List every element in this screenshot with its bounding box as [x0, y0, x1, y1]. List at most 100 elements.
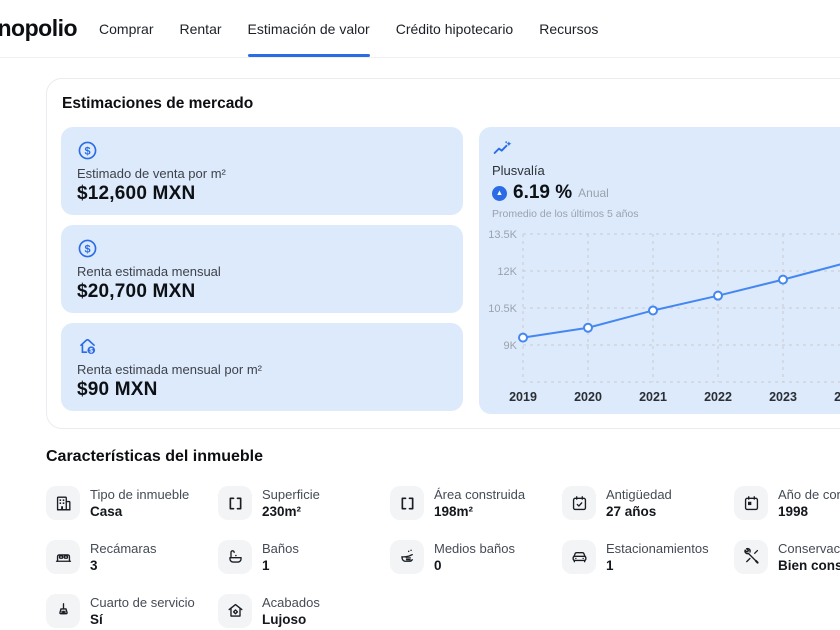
- plusvalia-line-chart: 9K 10.5K 12K 13.5K 2019 2020 2021 2022 2023 2024: [489, 229, 840, 404]
- market-estimations-title: Estimaciones de mercado: [62, 95, 254, 112]
- feature-label: Estacionamientos: [606, 540, 709, 556]
- feature-label: Antigüedad: [606, 487, 672, 502]
- nav-item-rentar[interactable]: Rentar: [179, 20, 222, 37]
- top-navigation-bar: monopolio Comprar Rentar Estimación de val…: [0, 0, 840, 58]
- nav-item-cr-dito-hipotecario[interactable]: Crédito hipotecario: [395, 20, 514, 37]
- market-estimations-card: Estimaciones de mercado $ Estimado de ven…: [46, 78, 840, 429]
- svg-text:$: $: [84, 145, 90, 157]
- stat-label: Renta estimada mensual: [77, 264, 221, 279]
- feature-item: Área construida 198m²: [390, 486, 562, 521]
- svg-text:2019: 2019: [509, 390, 537, 404]
- feature-label: Año de construcción: [778, 487, 840, 502]
- plusvalia-header: Plusvalía ▲ 6.19 % Anual Promedio de los…: [492, 139, 840, 220]
- svg-text:2021: 2021: [639, 390, 667, 404]
- svg-text:$: $: [84, 243, 90, 255]
- nav-item-comprar[interactable]: Comprar: [99, 20, 154, 37]
- feature-text: Conservación Bien conservado: [778, 540, 840, 575]
- plusvalia-value-row: ▲ 6.19 % Anual: [492, 182, 840, 204]
- broom-icon: [46, 593, 80, 628]
- dollar-circle-icon: $: [77, 140, 98, 161]
- feature-value: Lujoso: [262, 611, 307, 627]
- property-features-title: Características del inmueble: [46, 448, 263, 465]
- svg-text:9K: 9K: [504, 340, 518, 352]
- market-body: $ Estimado de venta por m² $12,600 MXN $ Ren…: [61, 127, 840, 414]
- feature-text: Cuarto de servicio Sí: [90, 594, 195, 629]
- stat-cards-column: $ Estimado de venta por m² $12,600 MXN $ Ren…: [61, 127, 463, 414]
- stat-card: $ Renta estimada mensual por m² $90 MXN: [61, 323, 463, 411]
- feature-label: Conservación: [778, 540, 840, 556]
- feature-text: Estacionamientos 1: [606, 540, 709, 575]
- feature-label: Acabados: [262, 594, 320, 610]
- feature-item: Cuarto de servicio Sí: [46, 593, 218, 629]
- feature-value: 0: [434, 558, 442, 574]
- stat-label: Renta estimada mensual por m²: [77, 362, 262, 377]
- feature-value: 27 años: [606, 504, 657, 520]
- arrow-up-icon: ▲: [492, 185, 507, 201]
- feature-text: Medios baños 0: [434, 540, 515, 575]
- svg-text:13.5K: 13.5K: [489, 229, 518, 241]
- calendar-check-icon: [562, 486, 596, 520]
- feature-label: Área construida: [434, 487, 526, 502]
- svg-text:$: $: [90, 347, 94, 354]
- feature-item: Estacionamientos 1: [562, 539, 734, 575]
- feature-value: 230m²: [262, 504, 302, 520]
- plusvalia-subtitle: Promedio de los últimos 5 años: [492, 208, 639, 220]
- stat-value: $20,700 MXN: [77, 281, 196, 302]
- tools-icon: [734, 539, 768, 574]
- feature-value: 1998: [778, 504, 809, 520]
- svg-text:2022: 2022: [704, 390, 732, 404]
- feature-value: 1: [606, 558, 614, 574]
- house-dollar-icon: $: [77, 336, 98, 357]
- plusvalia-period: Anual: [578, 186, 609, 200]
- feature-item: Tipo de inmueble Casa: [46, 486, 218, 521]
- nav-item-recursos[interactable]: Recursos: [539, 20, 599, 37]
- feature-label: Medios baños: [434, 540, 515, 556]
- feature-text: Antigüedad 27 años: [606, 486, 672, 521]
- nav-item-estimaci-n-de-valor[interactable]: Estimación de valor: [247, 0, 370, 57]
- plusvalia-value: 6.19 %: [513, 182, 573, 203]
- property-features-section: Características del inmueble Tipo de inm…: [46, 448, 840, 628]
- stat-label: Estimado de venta por m²: [77, 166, 226, 181]
- stat-value: $12,600 MXN: [77, 183, 196, 204]
- logo[interactable]: monopolio: [0, 15, 78, 41]
- plusvalia-card: Plusvalía ▲ 6.19 % Anual Promedio de los…: [479, 127, 840, 414]
- svg-text:2024: 2024: [834, 390, 840, 404]
- feature-value: Bien conservado: [778, 558, 840, 574]
- main-nav: Comprar Rentar Estimación de valor Crédito …: [99, 0, 598, 57]
- stat-card: $ Renta estimada mensual $20,700 MXN: [61, 225, 463, 313]
- feature-item: Superficie 230m²: [218, 486, 390, 521]
- svg-text:12K: 12K: [497, 266, 517, 278]
- trend-up-icon: [492, 139, 513, 160]
- feature-item: Acabados Lujoso: [218, 593, 390, 629]
- dollar-circle-icon: $: [77, 238, 98, 259]
- feature-value: 1: [262, 558, 270, 574]
- svg-text:2020: 2020: [574, 390, 602, 404]
- feature-text: Año de construcción 1998: [778, 486, 840, 521]
- feature-label: Recámaras: [90, 540, 157, 556]
- house-finish-icon: [218, 593, 252, 628]
- svg-text:2023: 2023: [769, 390, 797, 404]
- feature-value: 198m²: [434, 504, 474, 520]
- car-icon: [562, 539, 596, 574]
- half-bath-icon: [390, 539, 424, 574]
- feature-item: Año de construcción 1998: [734, 486, 840, 521]
- feature-item: Antigüedad 27 años: [562, 486, 734, 521]
- area-brackets-icon: [390, 486, 424, 520]
- feature-item: Medios baños 0: [390, 539, 562, 575]
- feature-item: Conservación Bien conservado: [734, 539, 840, 575]
- feature-text: Recámaras 3: [90, 540, 156, 575]
- feature-label: Baños: [262, 540, 299, 556]
- building-icon: [46, 486, 80, 520]
- property-features-grid: Tipo de inmueble Casa Superficie 230m² Área …: [46, 486, 840, 628]
- feature-label: Cuarto de servicio: [90, 594, 195, 610]
- feature-value: Sí: [90, 611, 103, 627]
- feature-label: Superficie: [262, 487, 320, 502]
- feature-text: Tipo de inmueble Casa: [90, 486, 189, 521]
- stat-value: $90 MXN: [77, 379, 158, 400]
- bathtub-icon: [218, 539, 252, 574]
- stat-card: $ Estimado de venta por m² $12,600 MXN: [61, 127, 463, 215]
- feature-text: Baños 1: [262, 540, 299, 575]
- plusvalia-label: Plusvalía: [492, 163, 545, 178]
- calendar-icon: [734, 486, 768, 520]
- feature-text: Superficie 230m²: [262, 486, 320, 521]
